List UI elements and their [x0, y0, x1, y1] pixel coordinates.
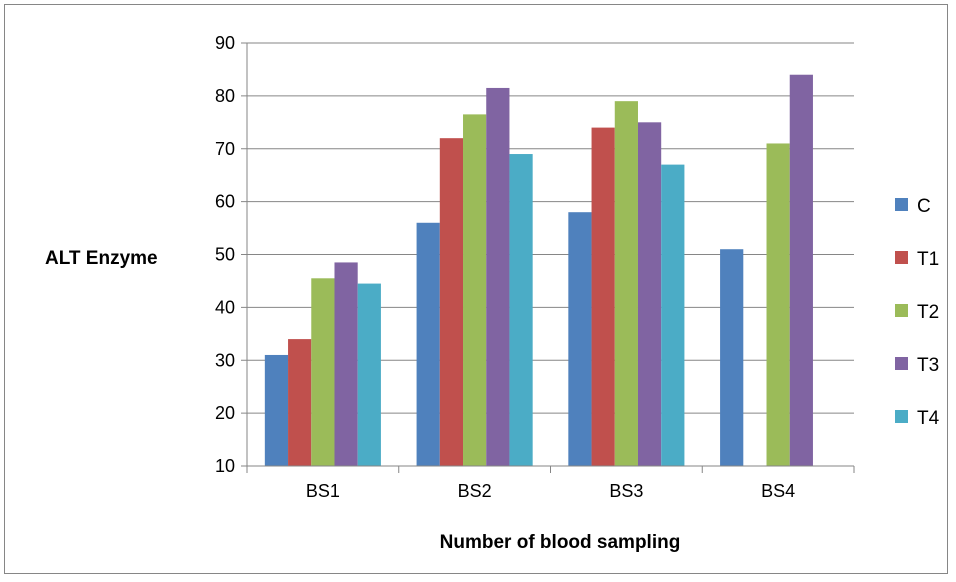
y-tick-label: 50: [215, 245, 235, 265]
legend-swatch-t4: [895, 410, 908, 423]
legend-swatch-t3: [895, 357, 908, 370]
bar-bs3-t3: [637, 122, 662, 466]
y-tick-label: 30: [215, 350, 235, 370]
y-tick-label: 80: [215, 86, 235, 106]
bar-bs1-t2: [311, 278, 335, 466]
bar-bs2-t3: [486, 87, 510, 466]
bar-bs3-c: [568, 212, 592, 466]
bar-bs3-t4: [661, 164, 685, 467]
bar-bs3-t1: [591, 127, 615, 466]
x-tick-label: BS4: [761, 481, 795, 501]
y-tick-label: 70: [215, 139, 235, 159]
bars: [264, 74, 813, 467]
bar-bs2-t4: [509, 154, 533, 466]
bar-bs4-t2: [766, 143, 790, 466]
bar-bs1-t1: [288, 339, 312, 466]
legend-label-t4: T4: [917, 408, 940, 429]
y-axis-title: ALT Enzyme: [45, 248, 158, 269]
bar-bs1-t3: [334, 262, 358, 466]
bar-bs2-t1: [439, 138, 464, 467]
bar-bs2-c: [416, 222, 440, 466]
x-tick-label: BS2: [458, 481, 492, 501]
legend-swatch-t2: [895, 304, 908, 317]
bar-bs1-t4: [357, 283, 381, 466]
legend-label-c: C: [917, 196, 931, 217]
legend: C T1 T2 T3 T4: [895, 196, 940, 429]
x-axis-title: Number of blood sampling: [440, 532, 681, 553]
y-tick-label: 10: [215, 456, 235, 476]
y-tick-label: 60: [215, 192, 235, 212]
bar-bs1-c: [264, 354, 289, 466]
bar-bs3-t2: [614, 101, 638, 466]
y-tick-label: 90: [215, 33, 235, 53]
y-tick-label: 20: [215, 403, 235, 423]
x-tick-label: BS1: [306, 481, 340, 501]
x-tick-label: BS3: [609, 481, 643, 501]
legend-label-t3: T3: [917, 355, 939, 376]
legend-swatch-c: [895, 198, 908, 211]
y-tick-label: 40: [215, 297, 235, 317]
bar-bs4-t3: [789, 74, 813, 466]
axes: 10 20 30 40 50 60 70 80 90 BS1 BS2 BS3 BS4: [215, 33, 855, 501]
legend-label-t2: T2: [917, 302, 939, 323]
legend-label-t1: T1: [917, 249, 939, 270]
bar-bs2-t2: [463, 114, 487, 466]
bar-bs4-c: [720, 249, 744, 466]
legend-swatch-t1: [895, 251, 908, 264]
